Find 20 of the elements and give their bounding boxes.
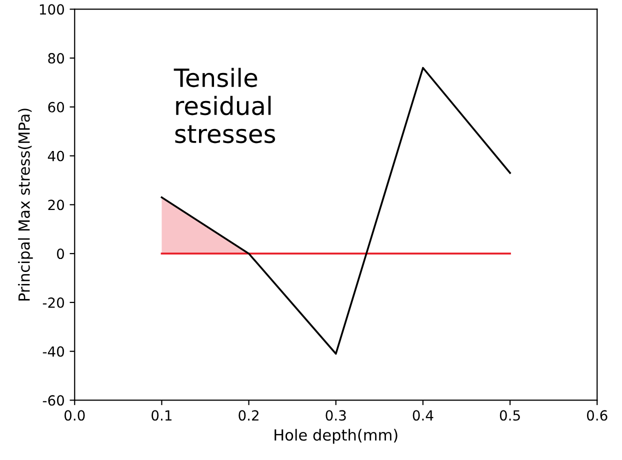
- x-tick-label: 0.5: [500, 410, 520, 421]
- x-tick-label: 0.4: [412, 410, 434, 421]
- x-tick-label: 0.2: [238, 410, 258, 421]
- y-axis-title: Principal Max stress(MPa): [18, 108, 33, 300]
- y-tick-label: 80: [48, 53, 64, 64]
- x-tick-label: 0.1: [152, 410, 172, 421]
- y-tick-label: -40: [42, 346, 64, 357]
- line-series: [160, 66, 511, 355]
- x-axis-title: Hole depth(mm): [274, 428, 398, 444]
- y-tick-label: 0: [56, 248, 64, 260]
- y-tick-label: -60: [42, 395, 64, 406]
- x-tick-label: 0.6: [586, 410, 608, 421]
- x-tick-label: 0.3: [326, 410, 346, 421]
- y-tick-label: 60: [48, 102, 64, 112]
- y-tick-label: -20: [42, 297, 64, 308]
- annotation: Tensile residual stresses: [174, 68, 276, 144]
- y-tick-label: 100: [40, 4, 64, 15]
- y-tick-label: 20: [48, 200, 64, 210]
- y-tick-label: 40: [48, 150, 64, 162]
- x-tick-label: 0.0: [64, 410, 85, 421]
